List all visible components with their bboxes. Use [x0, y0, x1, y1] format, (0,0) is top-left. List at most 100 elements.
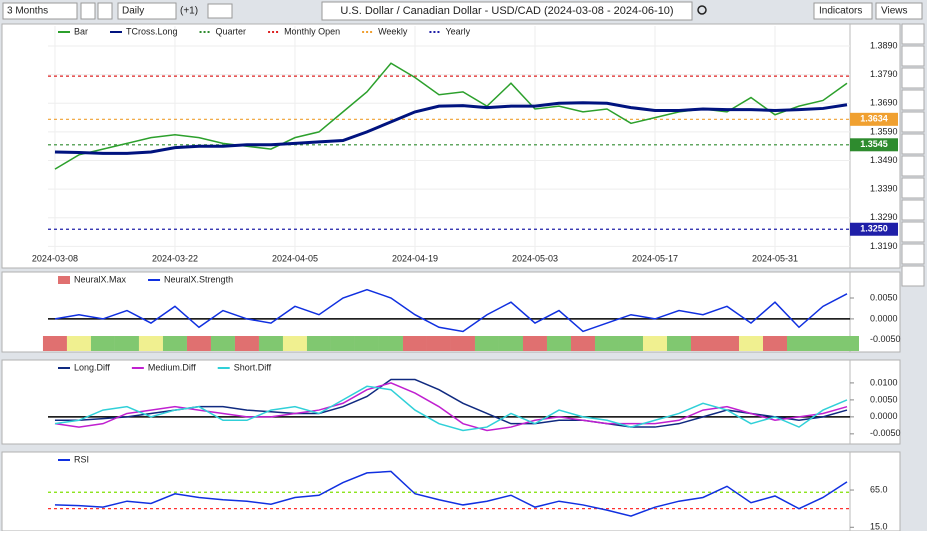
y-tick-label: 1.3790	[870, 69, 898, 79]
y-tick-label: 0.0050	[870, 394, 898, 404]
range-text: 3 Months	[7, 6, 48, 17]
legend-label: Short.Diff	[234, 362, 272, 372]
y-tick-label: 1.3490	[870, 155, 898, 165]
x-tick-label: 2024-05-03	[512, 253, 558, 263]
signal-strip	[210, 336, 235, 351]
signal-strip	[738, 336, 763, 351]
legend-label: Yearly	[445, 26, 470, 36]
x-tick-label: 2024-03-22	[152, 253, 198, 263]
zoom-out[interactable]	[97, 2, 113, 20]
signal-strip	[306, 336, 331, 351]
y-tick-label: -0.0050	[870, 334, 901, 344]
tool-icon[interactable]	[901, 67, 925, 89]
signal-strip	[186, 336, 211, 351]
signal-strip	[162, 336, 187, 351]
y-tick-label: 0.0000	[870, 313, 898, 323]
signal-strip	[546, 336, 571, 351]
legend-label: NeuralX.Strength	[164, 274, 233, 284]
legend-label: Long.Diff	[74, 362, 110, 372]
legend-label: Monthly Open	[284, 26, 340, 36]
signal-strip	[402, 336, 427, 351]
tool-icon[interactable]	[901, 265, 925, 287]
sidebar	[901, 23, 925, 287]
tool-icon[interactable]	[901, 199, 925, 221]
signal-strip	[66, 336, 91, 351]
offset-text: (+1)	[180, 6, 198, 17]
signal-strip	[522, 336, 547, 351]
signal-strip	[90, 336, 115, 351]
price-tag	[850, 138, 898, 152]
y-tick-label: 1.3590	[870, 126, 898, 136]
views-button[interactable]	[875, 2, 923, 20]
signal-strip	[114, 336, 139, 351]
y-tick-label: 1.3690	[870, 98, 898, 108]
chart-title: U.S. Dollar / Canadian Dollar - USD/CAD …	[340, 5, 673, 17]
signal-strip	[282, 336, 307, 351]
panel-bg	[1, 23, 901, 269]
signal-strip	[42, 336, 67, 351]
x-tick-label: 2024-04-19	[392, 253, 438, 263]
series-line	[54, 101, 848, 155]
price-tag-label: 1.3634	[860, 114, 888, 124]
offset-buttons[interactable]	[207, 3, 233, 19]
signal-strip	[450, 336, 475, 351]
tool-icon[interactable]	[901, 221, 925, 243]
signal-strip	[570, 336, 595, 351]
price-tag	[850, 222, 898, 236]
signal-strip	[474, 336, 499, 351]
search-icon[interactable]	[697, 5, 707, 15]
x-tick-label: 2024-03-08	[32, 253, 78, 263]
tool-icon[interactable]	[901, 133, 925, 155]
y-tick-label: 1.3890	[870, 40, 898, 50]
legend-label: Bar	[74, 26, 88, 36]
x-tick-label: 2024-04-05	[272, 253, 318, 263]
price-tag	[850, 112, 898, 126]
signal-strip	[330, 336, 355, 351]
panel-bg	[1, 359, 901, 445]
series-line	[54, 288, 848, 333]
x-tick-label: 2024-05-17	[632, 253, 678, 263]
signal-strip	[762, 336, 787, 351]
range-select[interactable]	[2, 2, 78, 20]
signal-strip	[426, 336, 451, 351]
y-tick-label: 1.3390	[870, 184, 898, 194]
tool-icon[interactable]	[901, 89, 925, 111]
legend-label: Weekly	[378, 26, 408, 36]
price-tag-label: 1.3250	[860, 224, 888, 234]
indicators-button[interactable]	[813, 2, 873, 20]
x-tick-label: 2024-05-31	[752, 253, 798, 263]
signal-strip	[354, 336, 379, 351]
signal-strip	[498, 336, 523, 351]
legend-swatch	[58, 276, 70, 284]
series-line	[54, 470, 848, 517]
panel-bg	[1, 451, 901, 532]
signal-strip	[258, 336, 283, 351]
legend-label: NeuralX.Max	[74, 274, 127, 284]
tool-icon[interactable]	[901, 177, 925, 199]
signal-strip	[618, 336, 643, 351]
interval-text: Daily	[122, 6, 144, 17]
tool-icon[interactable]	[901, 23, 925, 45]
signal-strip	[642, 336, 667, 351]
series-line	[54, 385, 848, 432]
views-text: Views	[881, 6, 908, 17]
zoom-in[interactable]	[80, 2, 96, 20]
signal-strip	[714, 336, 739, 351]
interval-select[interactable]	[117, 2, 177, 20]
tool-icon[interactable]	[901, 243, 925, 265]
tool-icon[interactable]	[901, 155, 925, 177]
y-tick-label: 1.3190	[870, 241, 898, 251]
tool-icon[interactable]	[901, 45, 925, 67]
signal-strip	[666, 336, 691, 351]
signal-strip	[378, 336, 403, 351]
title-box	[321, 1, 693, 21]
signal-strip	[834, 336, 860, 351]
y-tick-label: 0.0100	[870, 377, 898, 387]
toolbar: 3 Months Daily (+1) U.S. Dollar / Canadi…	[2, 1, 923, 21]
indicators-text: Indicators	[819, 6, 862, 17]
tool-icon[interactable]	[901, 111, 925, 133]
y-tick-label: 0.0050	[870, 292, 898, 302]
legend-label: TCross.Long	[126, 26, 178, 36]
signal-strip	[690, 336, 715, 351]
